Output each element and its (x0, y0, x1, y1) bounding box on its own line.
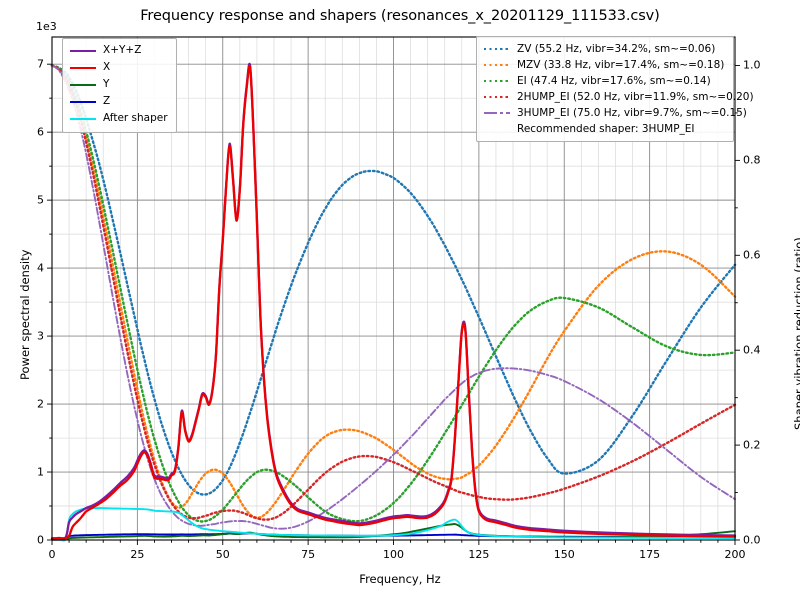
legend-label: ZV (55.2 Hz, vibr=34.2%, sm~=0.06) (517, 43, 716, 55)
y-axis-offset-label: 1e3 (36, 20, 57, 33)
y-right-tick-label: 0.0 (743, 533, 761, 547)
legend-swatch-icon (482, 89, 512, 105)
y-left-tick-label: 3 (37, 329, 44, 343)
y-right-tick-label: 0.6 (743, 248, 761, 262)
x-tick-label: 175 (639, 548, 661, 561)
legend-label: EI (47.4 Hz, vibr=17.6%, sm~=0.14) (517, 75, 711, 87)
legend-item-zv: ZV (55.2 Hz, vibr=34.2%, sm~=0.06) (482, 41, 727, 57)
y-left-tick-label: 5 (37, 193, 44, 207)
legend-label: Z (103, 95, 111, 107)
series-zv (50, 64, 737, 496)
legend-label: After shaper (103, 112, 168, 124)
x-tick-label: 150 (553, 548, 575, 561)
y-right-tick-label: 1.0 (743, 58, 761, 72)
legend-item-z: Z (68, 94, 170, 111)
chart-title: Frequency response and shapers (resonanc… (140, 8, 660, 24)
legend-item-after-shaper: After shaper (68, 111, 170, 128)
series-ei (50, 64, 737, 523)
y-left-tick-label: 1 (37, 465, 44, 479)
legend-label: 2HUMP_EI (52.0 Hz, vibr=11.9%, sm~=0.20) (517, 91, 754, 103)
legend-swatch-icon (482, 105, 512, 121)
y-right-tick-label: 0.4 (743, 343, 761, 357)
legend-swatch-icon (68, 111, 98, 127)
x-tick-label: 125 (468, 548, 490, 561)
legend-item-2hump_ei: 2HUMP_EI (52.0 Hz, vibr=11.9%, sm~=0.20) (482, 89, 754, 105)
x-tick-label: 25 (130, 548, 145, 561)
y-right-tick-label: 0.8 (743, 153, 761, 167)
series-x (50, 64, 737, 540)
legend-swatch-icon (68, 77, 98, 93)
legend-shapers: ZV (55.2 Hz, vibr=34.2%, sm~=0.06) MZV (3… (476, 36, 754, 142)
y-left-tick-label: 0 (37, 533, 44, 547)
y-right-tick-label: 0.2 (743, 438, 761, 452)
legend-label: Y (103, 78, 110, 90)
legend-item-y: Y (68, 77, 170, 94)
legend-swatch-icon (68, 94, 98, 110)
series-after-shaper (51, 507, 736, 542)
x-tick-label: 100 (383, 548, 404, 561)
x-tick-label: 75 (301, 548, 316, 561)
recommended-shaper-text: Recommended shaper: 3HUMP_EI (517, 123, 695, 135)
legend-label: MZV (33.8 Hz, vibr=17.4%, sm~=0.18) (517, 59, 725, 71)
y-axis-right-label: Shaper vibration reduction (ratio) (792, 237, 800, 430)
y-left-tick-label: 4 (37, 261, 44, 275)
y-left-tick-label: 7 (37, 57, 44, 71)
legend-label: X (103, 61, 111, 73)
x-axis-label: Frequency, Hz (359, 572, 441, 586)
legend-swatch-icon (68, 43, 98, 59)
legend-label: 3HUMP_EI (75.0 Hz, vibr=9.7%, sm~=0.15) (517, 107, 747, 119)
x-tick-label: 50 (215, 548, 230, 561)
legend-swatch-icon (482, 41, 512, 57)
y-left-tick-label: 6 (37, 125, 44, 139)
legend-item-x-y-z: X+Y+Z (68, 43, 170, 60)
legend-swatch-icon (482, 73, 512, 89)
legend-label: X+Y+Z (103, 44, 142, 56)
x-tick-label: 200 (724, 548, 746, 561)
y-left-tick-label: 2 (37, 397, 44, 411)
legend-item-x: X (68, 60, 170, 77)
legend-swatch-icon (482, 57, 512, 73)
legend-swatch-icon (68, 60, 98, 76)
x-tick-label: 0 (48, 548, 56, 561)
legend-item-3hump_ei: 3HUMP_EI (75.0 Hz, vibr=9.7%, sm~=0.15) (482, 105, 747, 121)
legend-item-mzv: MZV (33.8 Hz, vibr=17.4%, sm~=0.18) (482, 57, 727, 73)
legend-psd: X+Y+Z X Y Z After shaper (62, 38, 177, 133)
series-2hump-ei (50, 64, 737, 521)
series-3hump-ei (51, 64, 736, 530)
legend-item-ei: EI (47.4 Hz, vibr=17.6%, sm~=0.14) (482, 73, 727, 89)
